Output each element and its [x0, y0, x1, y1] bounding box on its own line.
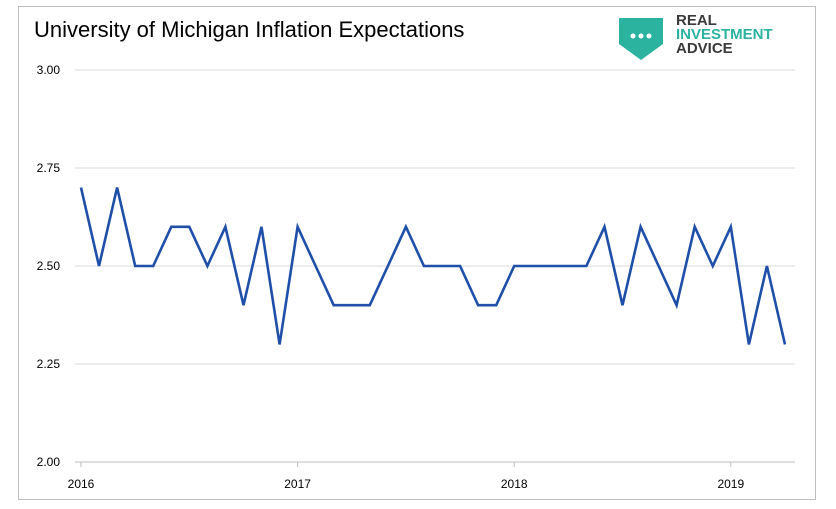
shield-icon: [619, 18, 663, 60]
y-tick-label: 2.75: [37, 161, 61, 175]
x-tick-label: 2016: [68, 477, 95, 491]
brand-logo: REAL INVESTMENT ADVICE: [616, 12, 806, 62]
logo-line-3: ADVICE: [676, 40, 733, 57]
y-tick-label: 2.50: [37, 259, 61, 273]
y-tick-label: 2.25: [37, 357, 61, 371]
logo-line-2: INVESTMENT: [676, 26, 773, 43]
x-tick-label: 2017: [284, 477, 311, 491]
x-tick-label: 2018: [501, 477, 528, 491]
y-tick-label: 3.00: [37, 63, 61, 77]
series-line: [79, 187, 787, 345]
chart-title: University of Michigan Inflation Expecta…: [34, 17, 465, 42]
y-tick-label: 2.00: [37, 455, 61, 469]
x-tick-label: 2019: [717, 477, 744, 491]
logo-line-1: REAL: [676, 12, 717, 29]
